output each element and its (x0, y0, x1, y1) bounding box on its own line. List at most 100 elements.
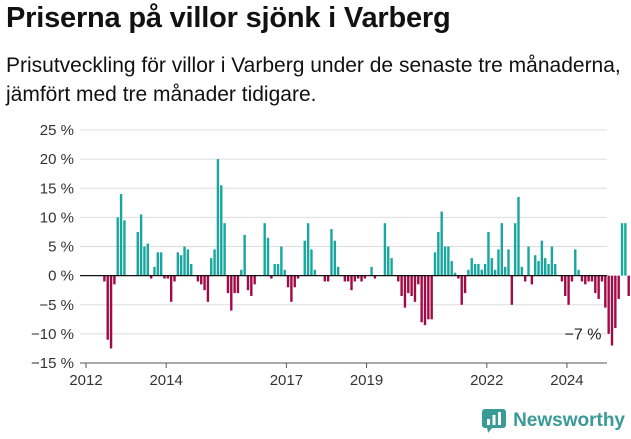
bar (417, 275, 420, 285)
bar (480, 269, 483, 276)
bar (360, 275, 363, 282)
bar (203, 275, 206, 291)
bar (607, 275, 610, 334)
bar (230, 275, 233, 311)
bar (103, 275, 106, 282)
bar (370, 266, 373, 276)
bar (353, 275, 357, 282)
last-value-label: −7 % (565, 326, 602, 343)
bar (336, 266, 340, 276)
bar (286, 275, 290, 288)
bar (584, 275, 587, 285)
bar (403, 275, 407, 308)
bar (387, 246, 390, 276)
bar (123, 220, 126, 276)
bar (433, 252, 437, 276)
bar (437, 231, 440, 276)
bar (119, 194, 123, 276)
bar (564, 275, 567, 297)
bar (326, 275, 330, 282)
bar (273, 263, 276, 276)
bar (276, 263, 280, 276)
y-tick-label: 10 % (40, 209, 74, 226)
bar (430, 275, 433, 320)
bar (537, 261, 540, 276)
bar (153, 266, 156, 276)
bar (463, 275, 467, 294)
bar (240, 269, 243, 276)
x-tick-label: 2012 (69, 372, 102, 389)
bar (460, 275, 463, 305)
bar (196, 275, 200, 282)
bar (186, 249, 190, 276)
bar (577, 269, 580, 276)
bar (163, 275, 166, 279)
x-axis-labels: 2012 2014 2017 2019 2022 2024 (69, 372, 583, 389)
bar-chart: 25 % 20 % 15 % 10 % 5 % 0 % −5 % −10 % −15 % 201… (31, 122, 630, 389)
bar (350, 275, 353, 291)
bar (427, 275, 430, 320)
bar (313, 269, 316, 276)
y-tick-label: 0 % (48, 268, 74, 285)
bar (236, 275, 240, 294)
bars (103, 159, 630, 349)
bar (520, 266, 524, 276)
bar (263, 223, 266, 276)
bar (467, 269, 470, 276)
bar (400, 275, 403, 297)
bar (500, 223, 503, 276)
bar (550, 246, 554, 276)
bar (457, 275, 460, 279)
bar (280, 246, 283, 276)
newsworthy-brand[interactable]: Newsworthy (481, 408, 625, 434)
bar (250, 275, 253, 297)
bar (333, 240, 337, 276)
bar (213, 249, 216, 276)
bar (343, 275, 347, 282)
bar (190, 263, 193, 276)
bar (206, 275, 210, 302)
bar (293, 275, 296, 288)
bar (473, 263, 477, 276)
bar (503, 266, 507, 276)
bar (136, 231, 139, 276)
bar (407, 275, 410, 294)
bar (306, 223, 310, 276)
bar (510, 275, 514, 305)
y-tick-label: 20 % (40, 151, 74, 168)
bar (210, 258, 213, 276)
bar (179, 255, 183, 276)
bar (296, 275, 300, 279)
bar (397, 275, 400, 282)
bar (363, 275, 367, 279)
bar (453, 272, 457, 276)
bar (373, 275, 377, 279)
bar (423, 275, 427, 326)
bar (580, 275, 584, 282)
brand-name: Newsworthy (513, 410, 625, 431)
axes (80, 274, 607, 368)
y-tick-label: 5 % (48, 239, 74, 256)
bar (560, 275, 564, 282)
bar (383, 223, 387, 276)
bar (567, 275, 570, 305)
bar (233, 275, 236, 294)
bar (604, 275, 607, 308)
y-tick-label: −15 % (31, 355, 74, 372)
bar (246, 275, 250, 291)
bar (530, 275, 534, 285)
bar (323, 275, 326, 282)
bar (220, 185, 223, 276)
bar (574, 249, 577, 276)
bar (266, 237, 270, 276)
y-axis-labels: 25 % 20 % 15 % 10 % 5 % 0 % −5 % −10 % −15 % (31, 122, 74, 372)
chart-title: Priserna på villor sjönk i Varberg (6, 2, 451, 34)
bar (483, 263, 487, 276)
bar (270, 275, 273, 279)
y-tick-label: −10 % (31, 326, 74, 343)
bar (330, 229, 333, 276)
bar (420, 275, 423, 323)
bar (443, 246, 447, 276)
bar (290, 275, 293, 302)
x-tick-label: 2024 (550, 372, 583, 389)
